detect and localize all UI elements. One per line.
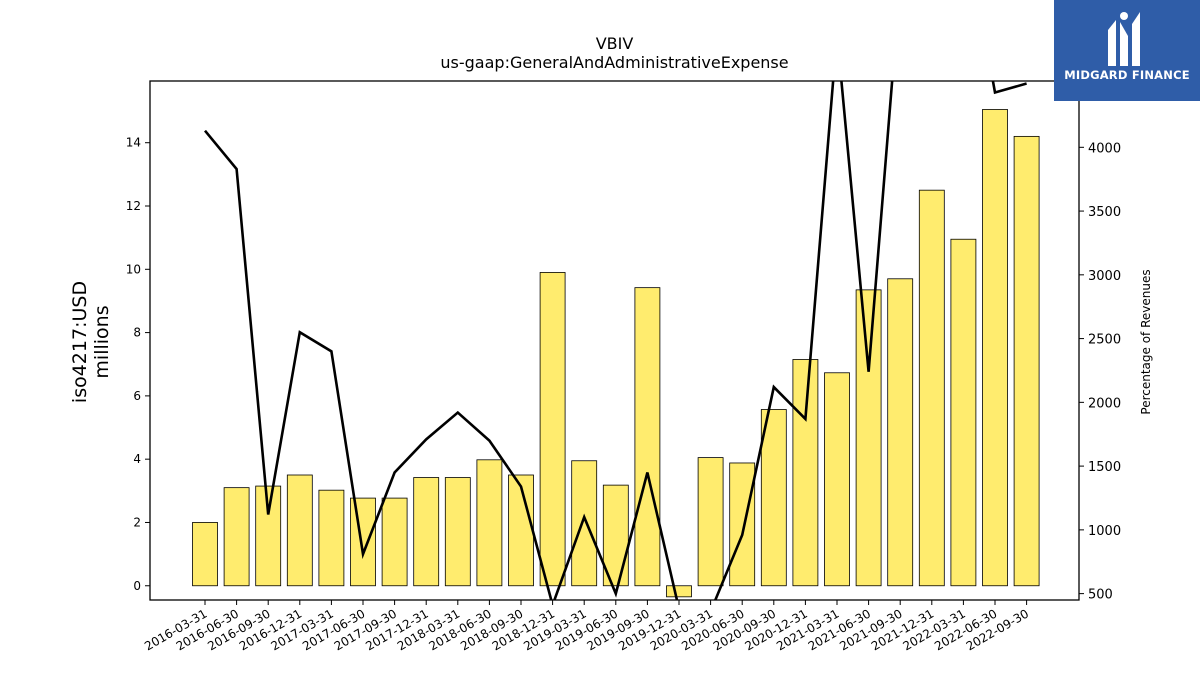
bar-2016-03-31 (192, 522, 218, 587)
bar-2021-06-30 (855, 289, 882, 587)
y2-tick-label: 1500 (1088, 460, 1121, 475)
bar-2022-09-30 (1013, 135, 1040, 587)
x-axis-ticks: 2016-03-312016-06-302016-09-302016-12-31… (142, 600, 1031, 653)
bar-2019-03-31 (571, 460, 598, 587)
y2-tick-label: 3000 (1088, 269, 1121, 284)
bar-2020-12-31 (792, 359, 819, 587)
y2-tick-label: 4000 (1088, 141, 1121, 156)
y-axis-ticks: 0 2 4 6 8 10 12 14 (126, 136, 150, 593)
bar-2017-03-31 (318, 489, 345, 587)
bar-2021-12-31 (918, 189, 945, 587)
chart-title: VBIV (596, 34, 634, 53)
logo-text: MIDGARD FINANCE (1064, 68, 1190, 82)
bar-2020-06-30 (729, 462, 756, 587)
bar-2018-09-30 (508, 474, 534, 587)
bar-2016-12-31 (286, 474, 313, 587)
y-tick-label: 12 (126, 199, 141, 213)
y2-tick-label: 1000 (1088, 524, 1121, 539)
y-tick-label: 8 (133, 326, 141, 340)
bar-2019-09-30 (634, 287, 661, 587)
bar-2017-09-30 (381, 497, 408, 587)
y-tick-label: 10 (126, 262, 141, 276)
bar-2021-03-31 (824, 372, 850, 587)
y2-tick-label: 2000 (1088, 396, 1121, 411)
bar-2018-06-30 (476, 459, 503, 587)
bar-2017-06-30 (350, 497, 376, 587)
bar-2019-12-31 (666, 585, 692, 598)
y-tick-label: 14 (126, 136, 141, 150)
midgard-finance-logo: MIDGARD FINANCE (1054, 0, 1200, 101)
bar-2020-09-30 (760, 409, 787, 587)
y-tick-label: 6 (133, 389, 141, 403)
y-axis-label-line1: iso4217:USD (69, 281, 91, 403)
y2-tick-label: 3500 (1088, 205, 1121, 220)
y2-tick-label: 2500 (1088, 333, 1121, 348)
line-layer (203, 81, 1027, 600)
y2-axis-label: Percentage of Revenues (1139, 269, 1153, 414)
plot-frame (149, 80, 1080, 601)
y-axis-label-line2: millions (91, 305, 113, 378)
bar-2021-09-30 (887, 278, 914, 587)
y-tick-label: 4 (133, 452, 141, 466)
bar-2018-12-31 (539, 272, 566, 587)
chart-subtitle: us-gaap:GeneralAndAdministrativeExpense (440, 53, 788, 72)
y-tick-label: 0 (133, 579, 141, 593)
bar-2018-03-31 (444, 477, 471, 587)
bar-2022-03-31 (950, 238, 977, 587)
bar-2017-12-31 (413, 477, 440, 587)
bar-2020-03-31 (697, 457, 724, 587)
y2-axis-ticks: 500 1000 1500 2000 2500 3000 3500 4000 (1079, 141, 1121, 603)
bars-layer (192, 109, 1040, 598)
y-tick-label: 2 (133, 515, 141, 529)
y2-tick-label: 500 (1088, 588, 1113, 603)
bar-2016-06-30 (223, 487, 250, 587)
bar-2019-06-30 (602, 484, 629, 587)
series-line-percentage-of-revenues (203, 81, 1027, 600)
bar-2022-06-30 (982, 109, 1008, 587)
logo-mark-icon (1108, 12, 1140, 66)
